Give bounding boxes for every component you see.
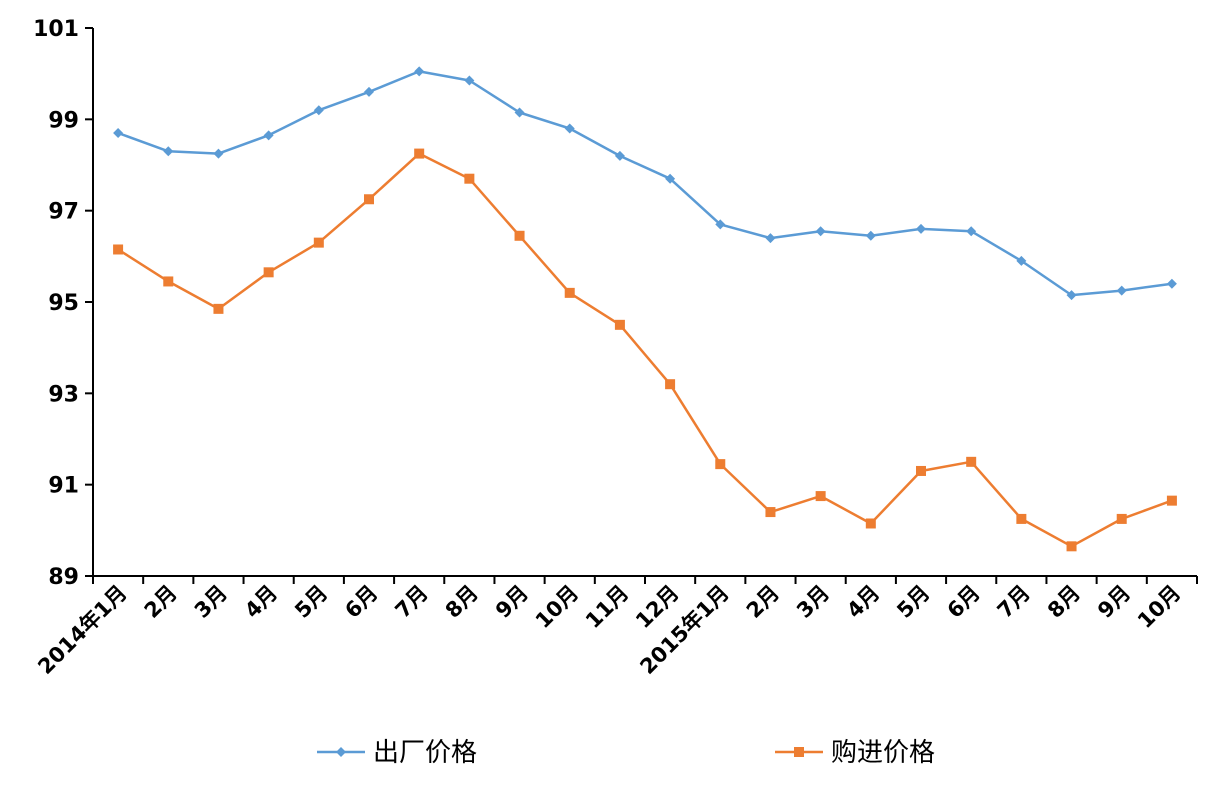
- data-point: [414, 148, 425, 159]
- data-point: [715, 219, 726, 230]
- y-tick-label: 89: [48, 565, 79, 590]
- data-point: [213, 303, 224, 314]
- y-tick-label: 91: [48, 474, 79, 499]
- legend-marker: [336, 747, 346, 757]
- data-point: [1016, 255, 1027, 266]
- data-point: [163, 276, 174, 287]
- data-point: [865, 518, 876, 529]
- data-point: [966, 226, 977, 237]
- x-tick-label: 9月: [491, 581, 533, 623]
- x-tick-label: 2014年1月: [33, 581, 131, 679]
- data-point: [163, 146, 174, 157]
- data-point: [1166, 278, 1177, 289]
- data-point: [815, 226, 826, 237]
- x-tick-label: 10月: [531, 581, 583, 633]
- data-point: [514, 230, 525, 241]
- data-point: [614, 319, 625, 330]
- data-point: [263, 130, 274, 141]
- data-point: [865, 230, 876, 241]
- series-line-0: [117, 70, 1173, 297]
- legend: 出厂价格 购进价格: [317, 738, 935, 768]
- x-tick-label: 4月: [842, 581, 884, 623]
- y-tick-label: 93: [48, 382, 79, 407]
- data-point: [665, 173, 676, 184]
- x-tick-label: 7月: [391, 581, 433, 623]
- y-tick-label: 99: [48, 108, 79, 133]
- x-tick-label: 5月: [290, 581, 332, 623]
- data-point: [1066, 290, 1077, 301]
- data-point: [916, 465, 926, 476]
- x-tick-label: 2月: [742, 581, 784, 623]
- y-axis-ticks: 89 91 93 95 97 99 101: [33, 17, 93, 590]
- x-tick-label: 10月: [1133, 581, 1185, 633]
- x-tick-label: 3月: [190, 581, 232, 623]
- legend-label: 出厂价格: [373, 738, 477, 768]
- data-point: [364, 194, 374, 205]
- data-point: [966, 456, 977, 467]
- data-point: [464, 173, 475, 184]
- data-point: [1016, 513, 1027, 524]
- data-point: [213, 148, 224, 159]
- data-point: [815, 491, 826, 502]
- data-point: [665, 379, 676, 390]
- y-tick-label: 97: [48, 200, 79, 225]
- data-point: [614, 150, 625, 161]
- data-point: [564, 287, 575, 298]
- series-line-1: [117, 152, 1173, 548]
- x-tick-label: 7月: [993, 581, 1035, 623]
- data-point: [564, 123, 575, 134]
- data-point: [514, 107, 525, 118]
- data-point: [113, 128, 124, 139]
- data-point: [313, 105, 324, 116]
- data-point: [414, 66, 425, 77]
- x-tick-label: 8月: [441, 581, 483, 623]
- x-tick-label: 6月: [943, 581, 985, 623]
- data-point: [1066, 541, 1077, 552]
- axes: [92, 28, 1197, 577]
- legend-label: 购进价格: [831, 738, 935, 768]
- data-point: [263, 267, 274, 278]
- data-point: [765, 507, 776, 518]
- y-tick-label: 95: [48, 291, 79, 316]
- x-tick-label: 2月: [140, 581, 182, 623]
- series-layer: [113, 66, 1177, 552]
- data-point: [113, 244, 124, 255]
- data-point: [1116, 285, 1127, 296]
- x-tick-label: 3月: [792, 581, 834, 623]
- data-point: [1116, 513, 1127, 524]
- data-point: [715, 459, 726, 470]
- data-point: [364, 86, 374, 97]
- x-tick-label: 4月: [240, 581, 282, 623]
- data-point: [1166, 495, 1177, 506]
- data-point: [765, 233, 776, 244]
- x-tick-label: 8月: [1043, 581, 1085, 623]
- x-tick-label: 11月: [581, 581, 633, 633]
- x-tick-label: 9月: [1093, 581, 1135, 623]
- data-point: [464, 75, 475, 86]
- data-point: [313, 237, 324, 248]
- legend-marker: [794, 747, 804, 757]
- x-tick-label: 6月: [340, 581, 382, 623]
- data-point: [916, 223, 926, 234]
- y-tick-label: 101: [33, 17, 79, 42]
- x-tick-label: 5月: [892, 581, 934, 623]
